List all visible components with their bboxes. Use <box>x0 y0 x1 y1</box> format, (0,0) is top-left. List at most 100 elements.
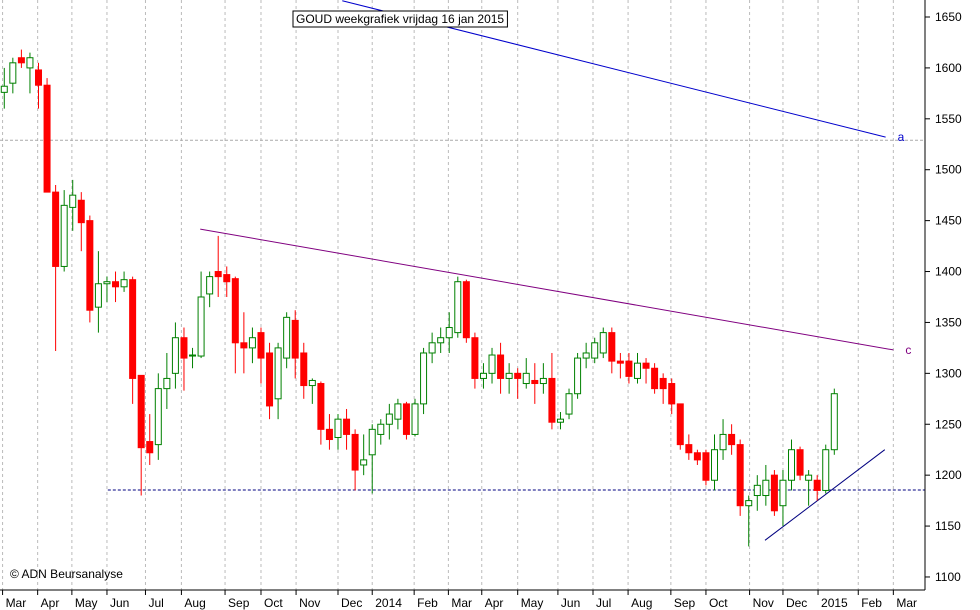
x-tick-label: Feb <box>861 596 882 610</box>
candle-body <box>830 393 838 451</box>
candle-body <box>676 403 684 446</box>
candle-body <box>745 500 753 507</box>
candle-body <box>43 84 51 193</box>
candle-body <box>197 296 205 357</box>
y-tick-label: 1300 <box>935 366 962 380</box>
trendline <box>764 449 886 541</box>
candle-body <box>214 271 222 278</box>
candle-body <box>377 423 385 435</box>
y-tick-label: 1200 <box>935 468 962 482</box>
candle-body <box>146 441 154 454</box>
candle-body <box>317 383 325 430</box>
x-tick-label: Apr <box>41 596 60 610</box>
candle-body <box>770 474 778 512</box>
candle-body <box>702 452 710 481</box>
candle-body <box>240 342 248 349</box>
x-tick-label: Jun <box>110 596 129 610</box>
candle-body <box>189 354 197 357</box>
x-tick-label: 2014 <box>375 596 402 610</box>
trendline-label: a <box>898 130 905 144</box>
candle-body <box>548 377 556 423</box>
candle-body <box>266 352 274 407</box>
candle-body <box>625 360 633 377</box>
candle-body <box>325 428 333 441</box>
candle-body <box>35 69 43 86</box>
candle-body <box>411 403 419 435</box>
x-tick-label: Mar <box>896 596 917 610</box>
y-tick-label: 1400 <box>935 265 962 279</box>
candle-body <box>154 388 162 446</box>
candle-body <box>505 372 513 379</box>
candle-body <box>762 479 770 497</box>
candle-body <box>471 337 479 379</box>
candle-body <box>385 413 393 425</box>
x-tick-label: Nov <box>299 596 320 610</box>
candle-body <box>779 479 787 507</box>
trendline-label: c <box>905 343 911 357</box>
candle-body <box>26 57 34 69</box>
candle-body <box>556 418 564 423</box>
candle-body <box>120 279 128 288</box>
x-tick-label: Jun <box>561 596 580 610</box>
candle-body <box>231 278 239 344</box>
candle-body <box>582 352 590 359</box>
grid: ac <box>0 0 925 590</box>
candle-body <box>94 283 102 308</box>
candle-body <box>685 444 693 454</box>
candle-body <box>693 452 701 461</box>
y-tick-label: 1650 <box>935 10 962 24</box>
candle-body <box>565 393 573 415</box>
candle-body <box>608 332 616 362</box>
candle-body <box>129 279 137 379</box>
candle-body <box>497 354 505 379</box>
candle-body <box>454 281 462 334</box>
candle-body <box>402 403 410 435</box>
candle-body <box>539 377 547 385</box>
candle-body <box>163 377 171 390</box>
candle-body <box>137 374 145 449</box>
x-tick-label: Feb <box>417 596 438 610</box>
candle-body <box>77 199 85 224</box>
candle-body <box>420 352 428 405</box>
candle-body <box>642 362 650 369</box>
candle-body <box>17 57 25 64</box>
x-tick-label: Sep <box>228 596 250 610</box>
candle-body <box>257 332 265 359</box>
x-tick-label: 2015 <box>821 596 848 610</box>
candle-body <box>283 316 291 359</box>
candle-body <box>360 459 368 466</box>
x-tick-label: Dec <box>786 596 807 610</box>
marks <box>0 49 838 547</box>
candle-body <box>796 449 804 476</box>
x-tick-label: Mar <box>451 596 472 610</box>
candle-body <box>274 347 282 400</box>
candle-body <box>753 484 761 497</box>
candle-body <box>368 428 376 456</box>
candle-body <box>103 281 111 285</box>
x-tick-label: Aug <box>184 596 205 610</box>
candle-body <box>308 379 316 387</box>
candle-body <box>86 220 94 311</box>
candle-body <box>616 360 624 364</box>
candle-body <box>591 342 599 359</box>
candle-body <box>428 342 436 354</box>
candle-body <box>171 337 179 374</box>
chart-title: GOUD weekgrafiek vrijdag 16 jan 2015 <box>296 12 504 26</box>
candle-body <box>822 449 830 491</box>
candle-body <box>813 479 821 491</box>
candle-body <box>728 433 736 446</box>
x-tick-label: Oct <box>264 596 283 610</box>
credit: © ADN Beursanalyse <box>10 567 123 581</box>
candle-body <box>488 354 496 374</box>
x-tick-label: Oct <box>709 596 728 610</box>
candle-body <box>788 449 796 481</box>
x-tick-label: May <box>75 596 98 610</box>
candle-body <box>180 337 188 359</box>
candle-body <box>531 379 539 385</box>
candle-body <box>291 319 299 359</box>
candle-body <box>334 418 342 438</box>
x-tick-label: May <box>521 596 544 610</box>
candle-body <box>522 372 530 385</box>
